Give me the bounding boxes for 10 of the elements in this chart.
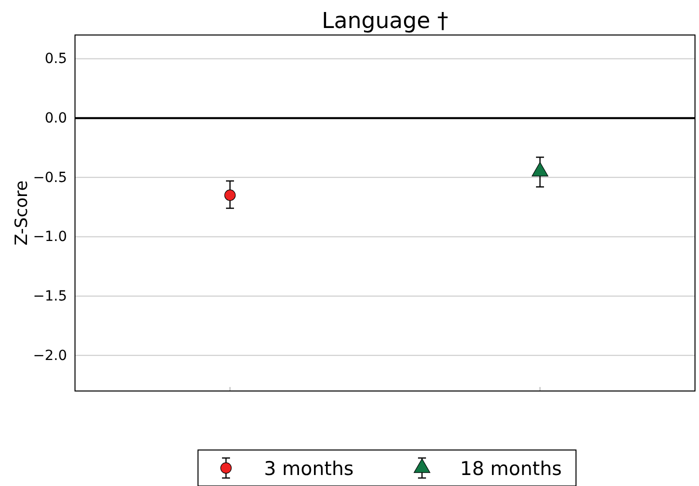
y-tick-label: −1.0 — [33, 229, 67, 246]
y-tick-label: −2.0 — [33, 348, 67, 364]
chart-title: Language † — [322, 9, 448, 34]
y-tick-label: −0.5 — [33, 170, 67, 186]
y-tick-label: −1.5 — [33, 288, 67, 305]
legend-label: 3 months — [264, 458, 354, 480]
legend-label: 18 months — [460, 458, 562, 480]
y-tick-label: 0.0 — [44, 110, 67, 127]
y-axis-title: Z-Score — [12, 180, 32, 246]
y-tick-label: 0.5 — [44, 51, 67, 68]
